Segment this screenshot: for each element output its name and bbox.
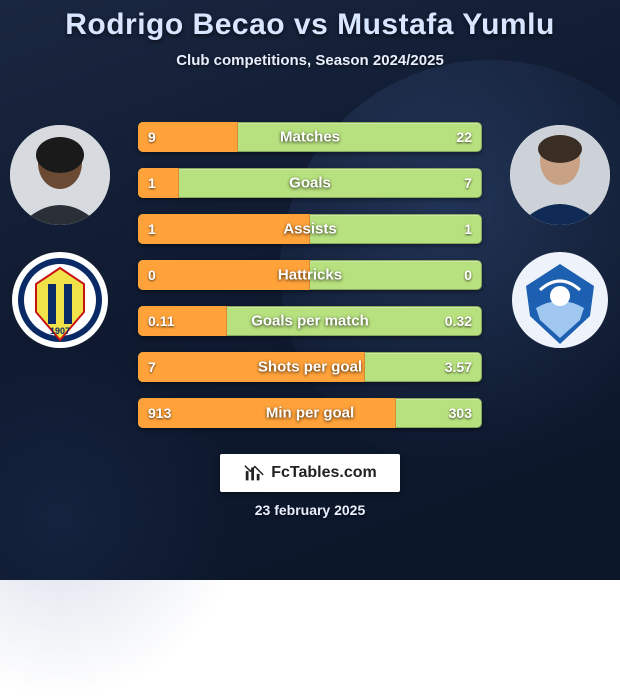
player-left-avatar xyxy=(10,125,110,225)
stat-row: 922Matches xyxy=(138,122,482,152)
footer-date: 23 february 2025 xyxy=(0,502,620,518)
brand-badge: FcTables.com xyxy=(220,454,400,492)
stat-label: Matches xyxy=(138,129,482,146)
stat-row: 17Goals xyxy=(138,168,482,198)
stat-row: 73.57Shots per goal xyxy=(138,352,482,382)
stat-row: 0.110.32Goals per match xyxy=(138,306,482,336)
brand-text: FcTables.com xyxy=(271,464,377,482)
stat-label: Min per goal xyxy=(138,405,482,422)
player-right-avatar xyxy=(510,125,610,225)
club-left-badge: 1907 xyxy=(10,250,110,350)
stat-label: Goals xyxy=(138,175,482,192)
club-badge-icon: 1907 xyxy=(10,250,110,350)
club-right-badge xyxy=(510,250,610,350)
stat-row: 00Hattricks xyxy=(138,260,482,290)
page-title: Rodrigo Becao vs Mustafa Yumlu xyxy=(0,0,620,42)
stat-label: Hattricks xyxy=(138,267,482,284)
comparison-bars: 922Matches 17Goals 11Assists 00Hattricks 0.1… xyxy=(138,122,482,428)
club-left-year: 1907 xyxy=(50,326,70,336)
avatar-silhouette-icon xyxy=(10,125,110,225)
avatar-silhouette-icon xyxy=(510,125,610,225)
chart-icon xyxy=(243,462,265,484)
stat-label: Goals per match xyxy=(138,313,482,330)
club-badge-icon xyxy=(510,250,610,350)
stat-row: 11Assists xyxy=(138,214,482,244)
stat-label: Shots per goal xyxy=(138,359,482,376)
stat-row: 913303Min per goal xyxy=(138,398,482,428)
stat-label: Assists xyxy=(138,221,482,238)
subtitle: Club competitions, Season 2024/2025 xyxy=(0,52,620,69)
